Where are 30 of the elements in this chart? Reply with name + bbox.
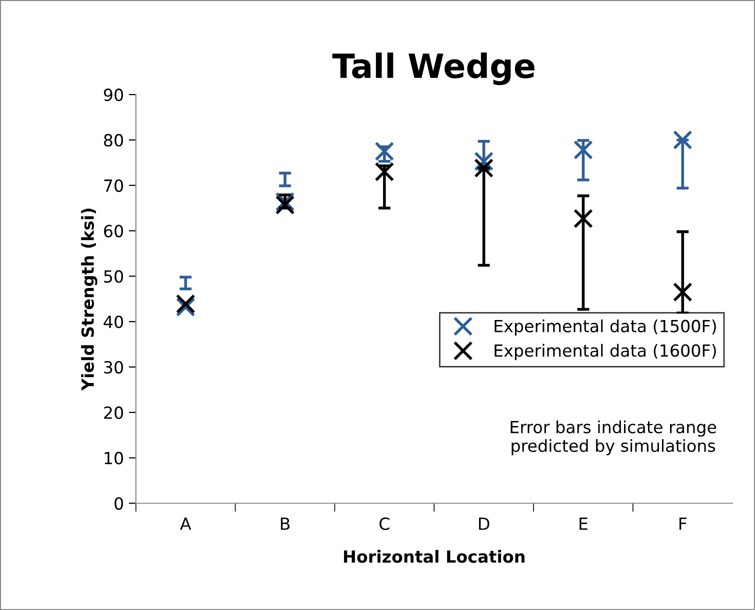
legend-label: Experimental data (1500F) — [494, 319, 716, 336]
y-tick-label: 0 — [114, 497, 123, 510]
y-tick-label: 10 — [104, 452, 123, 464]
x-tick-label: F — [679, 518, 686, 530]
chart-title: Tall Wedge — [332, 52, 534, 86]
x-axis-title: Horizontal Location — [344, 550, 524, 563]
x-tick-label: C — [380, 517, 390, 530]
point — [672, 282, 692, 302]
y-tick-label: 90 — [104, 88, 123, 102]
point — [474, 158, 494, 178]
x-tick-label: E — [580, 518, 588, 530]
y-axis-title: Yield Strength (ksi) — [81, 208, 98, 391]
point — [374, 142, 394, 162]
x-tick-label: B — [280, 518, 290, 530]
x-tick-label: A — [180, 518, 192, 530]
point — [374, 162, 394, 182]
y-tick-label: 30 — [104, 360, 123, 374]
point — [574, 140, 593, 160]
y-tick-label: 70 — [104, 179, 123, 192]
y-tick-label: 80 — [104, 134, 123, 147]
x-tick-label: D — [479, 518, 490, 530]
y-tick-label: 20 — [104, 406, 123, 419]
y-tick-label: 50 — [104, 270, 123, 283]
point — [275, 195, 295, 215]
point — [672, 130, 692, 150]
point — [574, 208, 593, 228]
legend-label: Experimental data (1600F) — [494, 344, 716, 360]
y-tick-label: 40 — [104, 316, 123, 328]
y-tick-label: 60 — [104, 224, 123, 238]
annotation: Error bars indicate range predicted by simulations — [510, 420, 716, 456]
